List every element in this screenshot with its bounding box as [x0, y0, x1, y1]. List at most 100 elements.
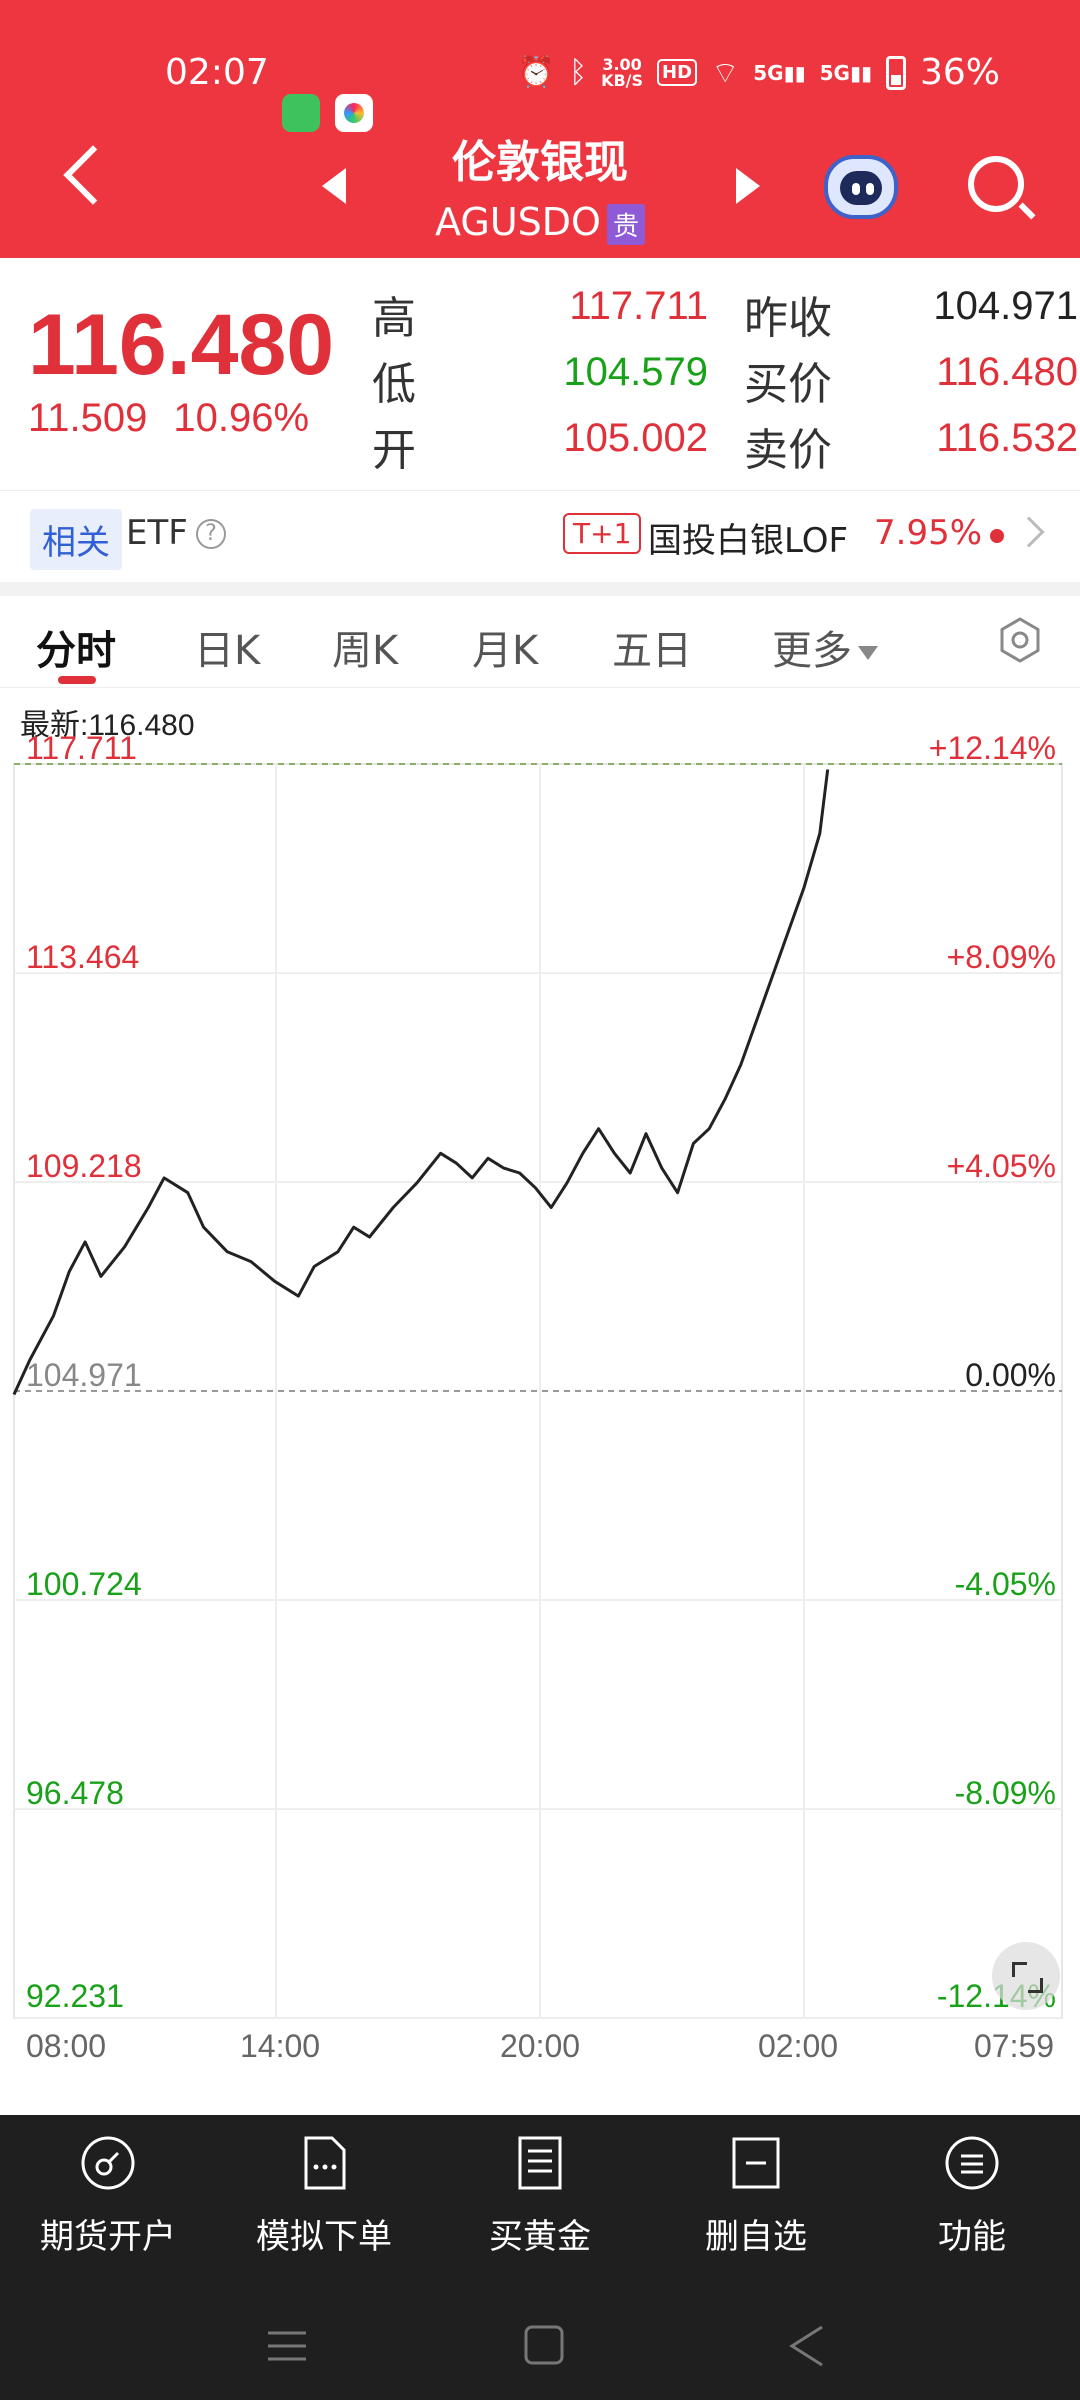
open-label: 开 [372, 425, 416, 476]
latest-price-label: 最新:116.480 [20, 709, 195, 742]
tab-daily-k[interactable]: 日K [194, 628, 261, 674]
tab-intraday[interactable]: 分时 [36, 628, 116, 674]
y-left-tick-label: 104.971 [26, 1357, 142, 1393]
y-right-tick-label: +12.14% [928, 730, 1056, 766]
intraday-chart[interactable] [0, 740, 1080, 2050]
y-left-tick-label: 100.724 [26, 1566, 142, 1603]
document-icon [304, 2136, 346, 2190]
signal-label-1: 5G [753, 60, 784, 85]
prev-instrument-icon[interactable] [322, 168, 346, 204]
t1-badge: T+1 [563, 513, 642, 554]
high-value: 117.711 [569, 284, 708, 328]
system-nav-bar [268, 2325, 823, 2367]
remove-icon [732, 2137, 780, 2189]
back-icon[interactable] [63, 145, 123, 205]
x-tick-label: 08:00 [26, 2028, 107, 2064]
y-left-tick-label: 96.478 [26, 1774, 124, 1811]
app-header: 02:07 ⏰ ᛒ 3.00 KB/S HD ⌔ 5G▮▮ 5G▮▮ 36% 伦… [0, 0, 1080, 258]
hd-icon: HD [657, 59, 698, 86]
bottom-toolbar: 期货开户 模拟下单 买黄金 删自选 功能 [0, 2115, 1080, 2400]
section-divider [0, 582, 1080, 596]
search-icon[interactable] [968, 156, 1024, 212]
settings-icon[interactable] [996, 616, 1044, 664]
related-fund-name[interactable]: 国投白银LOF [648, 521, 849, 561]
status-time: 02:07 [165, 52, 269, 93]
status-icons: ⏰ ᛒ 3.00 KB/S HD ⌔ 5G▮▮ 5G▮▮ 36% [518, 52, 1000, 93]
precious-metal-tag: 贵 [606, 204, 645, 245]
account-open-icon [81, 2136, 135, 2190]
instrument-title: 伦敦银现 [452, 137, 628, 188]
instrument-code: AGUSDO 贵 [340, 200, 740, 245]
low-label: 低 [372, 359, 416, 410]
chevron-right-icon[interactable] [1013, 516, 1045, 548]
price-line [12, 769, 830, 1396]
y-left-tick-label: 117.711 [26, 730, 137, 766]
quote-panel: 116.480 11.509 10.96% 高 117.711 昨收 104.97… [0, 258, 1080, 490]
x-tick-label: 14:00 [240, 2028, 321, 2064]
related-tag: 相关 [30, 509, 122, 570]
recent-apps-icon[interactable] [268, 2331, 306, 2361]
functions-button[interactable]: 功能 [864, 2135, 1080, 2258]
futures-account-button[interactable]: 期货开户 [0, 2135, 216, 2258]
change-value: 11.509 [28, 396, 148, 440]
remove-watchlist-label: 删自选 [705, 2217, 807, 2257]
y-right-tick-label: 0.00% [965, 1357, 1056, 1393]
prev-close-label: 昨收 [744, 293, 832, 344]
wifi-icon: ⌔ [711, 55, 740, 91]
y-right-tick-label: +8.09% [946, 939, 1056, 976]
chart-tabs: 分时 日K 周K 月K 五日 更多 [0, 596, 1080, 688]
tab-monthly-k[interactable]: 月K [472, 628, 539, 674]
robot-assistant-icon[interactable] [824, 155, 898, 219]
battery-percent: 36% [919, 52, 1000, 93]
futures-account-label: 期货开户 [40, 2217, 176, 2257]
menu-icon [945, 2136, 999, 2190]
buy-gold-button[interactable]: 买黄金 [432, 2135, 648, 2258]
prev-close-value: 104.971 [933, 284, 1078, 328]
remove-watchlist-button[interactable]: 删自选 [648, 2135, 864, 2258]
status-bar: 02:07 ⏰ ᛒ 3.00 KB/S HD ⌔ 5G▮▮ 5G▮▮ 36% [0, 40, 1080, 132]
x-tick-label: 02:00 [758, 2028, 839, 2064]
simulated-order-button[interactable]: 模拟下单 [216, 2135, 432, 2258]
back-nav-icon[interactable] [789, 2325, 823, 2367]
battery-icon [885, 55, 906, 90]
price-change: 11.509 10.96% [28, 396, 309, 441]
ask-value: 116.532 [936, 416, 1078, 460]
buy-gold-label: 买黄金 [489, 2217, 591, 2257]
tab-weekly-k[interactable]: 周K [332, 628, 399, 674]
tab-five-day[interactable]: 五日 [612, 628, 692, 674]
y-right-tick-label: +4.05% [946, 1147, 1056, 1184]
network-speed-unit: KB/S [601, 70, 644, 90]
y-right-tick-label: -8.09% [954, 1774, 1056, 1811]
alarm-icon: ⏰ [517, 55, 556, 90]
y-left-tick-label: 92.231 [26, 1978, 124, 2014]
status-dot-icon [990, 529, 1004, 543]
open-value: 105.002 [563, 416, 708, 460]
y-left-tick-label: 109.218 [26, 1147, 142, 1184]
related-fund-percent: 7.95% [874, 513, 983, 553]
network-speed: 3.00 KB/S [601, 54, 644, 90]
high-label: 高 [372, 293, 416, 344]
change-percent: 10.96% [173, 396, 310, 440]
bid-value: 116.480 [936, 350, 1078, 394]
caret-down-icon [858, 646, 878, 660]
signal-icon-1: 5G▮▮ [753, 60, 806, 85]
signal-icon-2: 5G▮▮ [819, 60, 872, 85]
related-bar[interactable]: 相关 ETF ? T+1 国投白银LOF 7.95% [0, 490, 1080, 582]
next-instrument-icon[interactable] [736, 168, 760, 204]
tab-more[interactable]: 更多 [772, 618, 878, 676]
bid-label: 买价 [744, 359, 832, 410]
help-icon[interactable]: ? [196, 519, 226, 549]
app-notification-icon [335, 94, 373, 132]
fullscreen-icon[interactable] [992, 1942, 1060, 2010]
ask-label: 卖价 [744, 425, 832, 476]
related-etf-label[interactable]: ETF [126, 513, 188, 553]
tab-more-label: 更多 [772, 628, 852, 674]
x-tick-label: 07:59 [974, 2028, 1055, 2064]
home-icon[interactable] [524, 2325, 564, 2365]
last-price: 116.480 [28, 297, 335, 393]
simulated-order-label: 模拟下单 [256, 2217, 392, 2257]
network-speed-value: 3.00 [602, 54, 642, 74]
chart-canvas [12, 763, 1063, 2019]
active-tab-indicator [58, 676, 96, 684]
functions-label: 功能 [938, 2217, 1006, 2257]
